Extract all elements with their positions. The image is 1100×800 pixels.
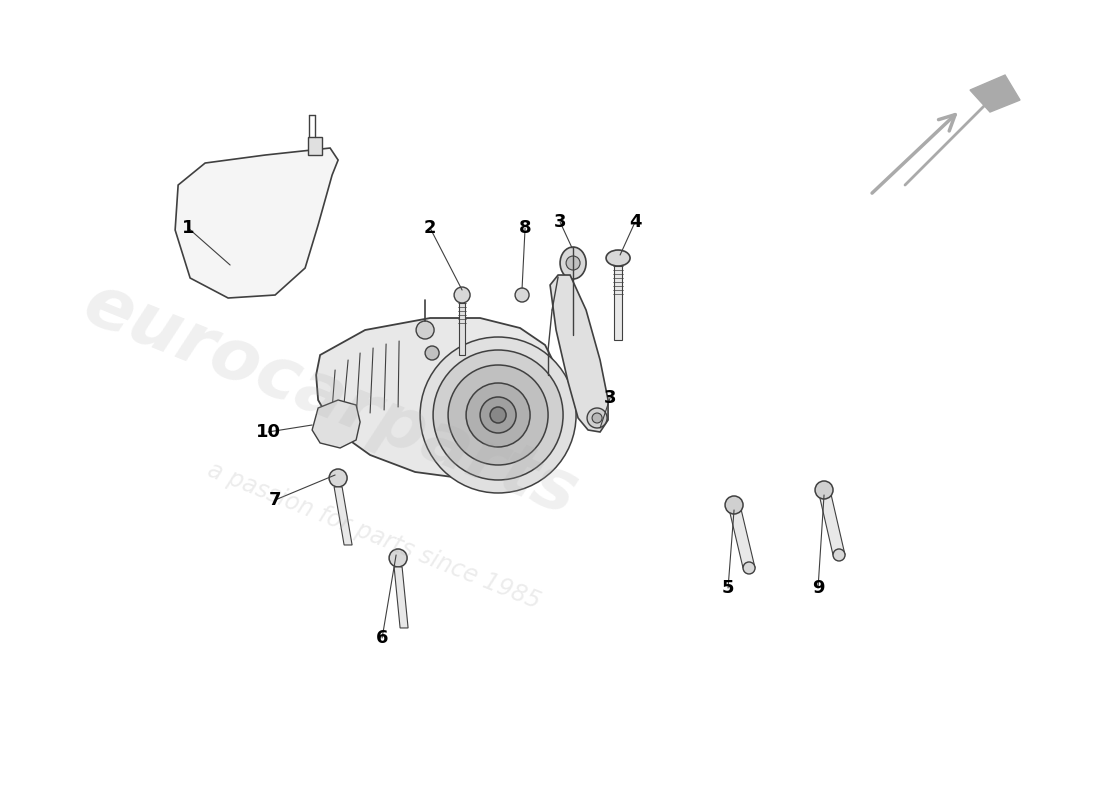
Circle shape bbox=[416, 321, 434, 339]
Text: 3: 3 bbox=[553, 213, 566, 231]
Circle shape bbox=[454, 287, 470, 303]
Text: 10: 10 bbox=[255, 423, 280, 441]
Circle shape bbox=[448, 365, 548, 465]
Circle shape bbox=[480, 397, 516, 433]
Polygon shape bbox=[308, 137, 322, 155]
Text: a passion for parts since 1985: a passion for parts since 1985 bbox=[205, 458, 544, 614]
Circle shape bbox=[833, 549, 845, 561]
Circle shape bbox=[389, 549, 407, 567]
Circle shape bbox=[329, 469, 348, 487]
Text: 6: 6 bbox=[376, 629, 388, 647]
Circle shape bbox=[815, 481, 833, 499]
Polygon shape bbox=[550, 275, 608, 432]
Circle shape bbox=[566, 256, 580, 270]
Circle shape bbox=[466, 383, 530, 447]
Ellipse shape bbox=[587, 408, 607, 428]
Circle shape bbox=[420, 337, 576, 493]
Ellipse shape bbox=[560, 247, 586, 279]
Polygon shape bbox=[818, 490, 845, 555]
Polygon shape bbox=[614, 266, 623, 340]
Text: 3: 3 bbox=[604, 389, 616, 407]
Text: 9: 9 bbox=[812, 579, 824, 597]
Circle shape bbox=[491, 407, 506, 423]
Polygon shape bbox=[970, 75, 1020, 112]
Polygon shape bbox=[394, 567, 408, 628]
Circle shape bbox=[425, 346, 439, 360]
Text: eurocarparts: eurocarparts bbox=[73, 270, 587, 530]
Text: 4: 4 bbox=[629, 213, 641, 231]
Text: 8: 8 bbox=[519, 219, 531, 237]
Text: 7: 7 bbox=[268, 491, 282, 509]
Circle shape bbox=[744, 562, 755, 574]
Circle shape bbox=[725, 496, 744, 514]
Polygon shape bbox=[312, 400, 360, 448]
Text: 2: 2 bbox=[424, 219, 437, 237]
Polygon shape bbox=[175, 148, 338, 298]
Polygon shape bbox=[459, 303, 465, 355]
Ellipse shape bbox=[606, 250, 630, 266]
Polygon shape bbox=[316, 318, 558, 478]
Polygon shape bbox=[334, 487, 352, 545]
Circle shape bbox=[433, 350, 563, 480]
Polygon shape bbox=[728, 505, 755, 568]
Text: 1: 1 bbox=[182, 219, 195, 237]
Text: 5: 5 bbox=[722, 579, 735, 597]
Circle shape bbox=[592, 413, 602, 423]
Circle shape bbox=[515, 288, 529, 302]
